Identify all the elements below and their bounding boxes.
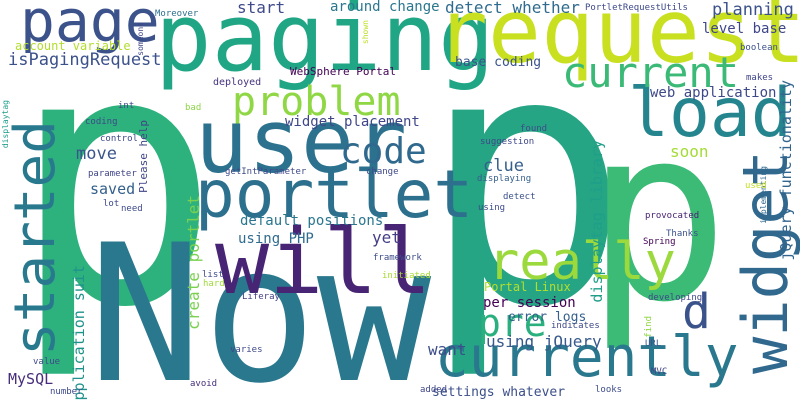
word-initiated: initiated <box>382 271 431 281</box>
word-list: list <box>202 270 224 280</box>
word-now: Now <box>88 204 432 400</box>
word-thanks: Thanks <box>666 229 699 239</box>
word-int: int <box>118 101 135 111</box>
word-ispagingrequest: isPagingRequest <box>8 50 162 70</box>
word-need: need <box>121 204 143 214</box>
word-detect-whether: detect whether <box>445 0 580 17</box>
word-value: value <box>33 357 61 367</box>
word-per-session: per session <box>483 295 576 311</box>
word-start: start <box>237 0 286 17</box>
word-getintparameter: getIntParameter <box>225 167 307 177</box>
word-current: current <box>562 48 740 97</box>
word-base-coding: base coding <box>455 55 542 70</box>
word-indicates: indicates <box>551 321 600 331</box>
word-someone: someone <box>136 22 145 56</box>
word-really: really <box>488 232 676 292</box>
word-page: page <box>20 0 160 55</box>
word-added: added <box>420 385 448 395</box>
word-move: move <box>76 144 117 164</box>
word-currently: currently <box>435 325 739 390</box>
word-used: used <box>745 181 767 191</box>
word-using: using <box>478 203 506 213</box>
word-suggestion: suggestion <box>480 137 535 147</box>
word-displaytag: displaytag <box>1 100 10 149</box>
word-load: load <box>628 74 792 153</box>
word-saved: saved <box>90 180 136 198</box>
word-found: found <box>520 124 548 134</box>
word-p-left: p <box>10 0 221 384</box>
word-mvc: MVC <box>651 367 668 377</box>
word-code: code <box>340 131 427 172</box>
word-url: URL <box>645 339 662 349</box>
word-portletrequestutils: PortletRequestUtils <box>585 3 688 13</box>
word-implementing: implementing <box>759 166 768 224</box>
word-paging: paging <box>155 0 495 93</box>
word-jquery-functionality: jQuery functionality <box>777 80 795 261</box>
word-create-portlet: create portlet <box>184 195 203 330</box>
word-pre: pre <box>478 301 547 345</box>
word-hard: hard <box>203 279 225 289</box>
word-d: d <box>682 284 711 340</box>
word-user: user <box>195 90 407 193</box>
word-around-change: around change <box>330 0 440 15</box>
word-change: change <box>366 167 399 177</box>
word-control: control <box>100 134 138 144</box>
word-coding: coding <box>85 117 118 127</box>
word-detect: detect <box>503 192 536 202</box>
word-spring: Spring <box>643 237 676 247</box>
word-lot: lot <box>103 199 120 209</box>
word-widget-placement: widget placement <box>285 114 420 130</box>
word-find: find <box>644 316 654 338</box>
word-soon: soon <box>670 142 709 161</box>
word-web-application: web application <box>650 85 777 101</box>
word-application-suit: application suit <box>70 265 88 400</box>
word-developing: developing <box>648 293 703 303</box>
word-varies: varies <box>230 345 263 355</box>
word-portlet: portlet <box>195 156 474 233</box>
word-please-help: Please help <box>137 120 150 193</box>
word-will: will <box>215 210 432 315</box>
word-using-php: using PHP <box>238 231 314 247</box>
word-number: number <box>50 387 83 397</box>
word-level-base: level base <box>702 21 787 37</box>
word-avoid: avoid <box>190 379 218 389</box>
word-problem: problem <box>232 79 401 125</box>
word-makes: makes <box>746 73 774 83</box>
word-using-jquery: using jQuery <box>486 332 602 351</box>
word-shown: shown <box>361 20 370 45</box>
word-account-variable: account variable <box>15 39 131 53</box>
word-yet: yet <box>372 228 401 247</box>
word-settings-whatever: settings whatever <box>432 385 566 400</box>
word-default-positions: default positions <box>240 213 384 229</box>
word-want: want <box>428 340 467 359</box>
word-boolean: boolean <box>740 43 778 53</box>
word-error-logs: error logs <box>508 310 587 325</box>
word-deployed: deployed <box>213 77 262 88</box>
word-portal-linux: Portal Linux <box>484 280 571 294</box>
word-framework: framework <box>373 253 422 263</box>
word-parameter: parameter <box>88 169 137 179</box>
word-moreover: Moreover <box>155 9 199 19</box>
word-displaytag-library: displaytag library <box>588 140 606 303</box>
word-looks: looks <box>595 385 623 395</box>
word-provocated: provocated <box>645 211 700 221</box>
word-started: started <box>3 120 68 357</box>
word-liferay: Liferay <box>242 292 280 302</box>
word-bad: bad <box>185 103 202 113</box>
word-websphere-portal: WebSphere Portal <box>290 65 396 78</box>
word-mysql: MySQL <box>8 370 54 388</box>
word-p-center: p <box>420 0 631 384</box>
word-p-right: p <box>585 75 730 355</box>
word-request: request <box>435 0 800 83</box>
word-planning: planning <box>712 0 794 20</box>
word-clue: clue <box>483 156 524 176</box>
word-displaying: displaying <box>477 174 532 184</box>
